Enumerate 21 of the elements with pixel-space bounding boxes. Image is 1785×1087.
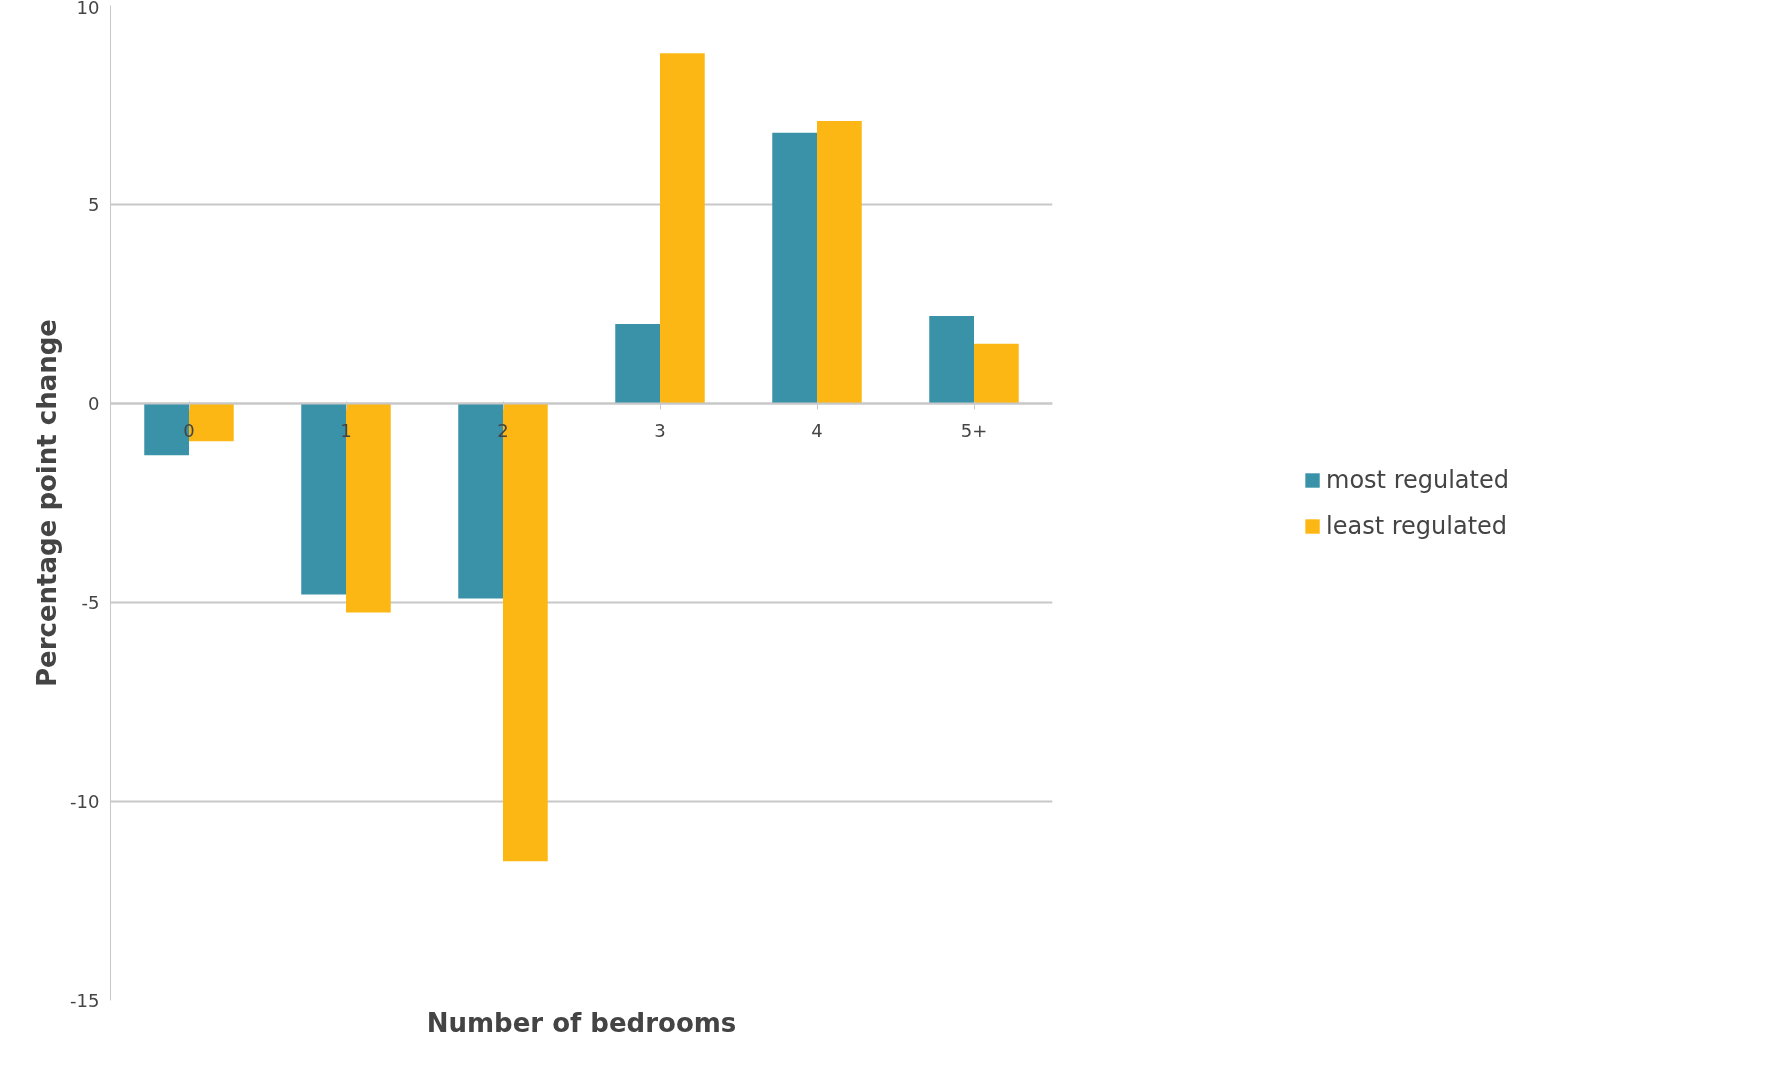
x-tick-label: 1	[340, 419, 352, 441]
bar	[929, 315, 974, 404]
y-axis-title: Percentage point change	[32, 319, 63, 687]
legend-label: most regulated	[1326, 465, 1509, 494]
bar	[615, 323, 660, 404]
x-tick-label: 4	[811, 419, 823, 441]
y-tick-label: 0	[88, 393, 100, 414]
x-tick-label: 5+	[960, 419, 988, 441]
bar	[660, 53, 705, 404]
bar	[772, 132, 817, 404]
x-tick-label: 3	[654, 419, 666, 441]
legend-label: least regulated	[1326, 511, 1508, 540]
y-tick-label: 5	[88, 194, 100, 215]
x-axis-title: Number of bedrooms	[426, 1007, 737, 1038]
bar	[974, 343, 1019, 404]
y-tick-label: -5	[81, 592, 100, 613]
bar	[817, 120, 862, 404]
x-tick-label: 0	[183, 419, 195, 441]
y-tick-label: -10	[70, 791, 100, 812]
y-tick-label: -15	[70, 990, 100, 1011]
y-tick-label: 10	[76, 0, 100, 18]
